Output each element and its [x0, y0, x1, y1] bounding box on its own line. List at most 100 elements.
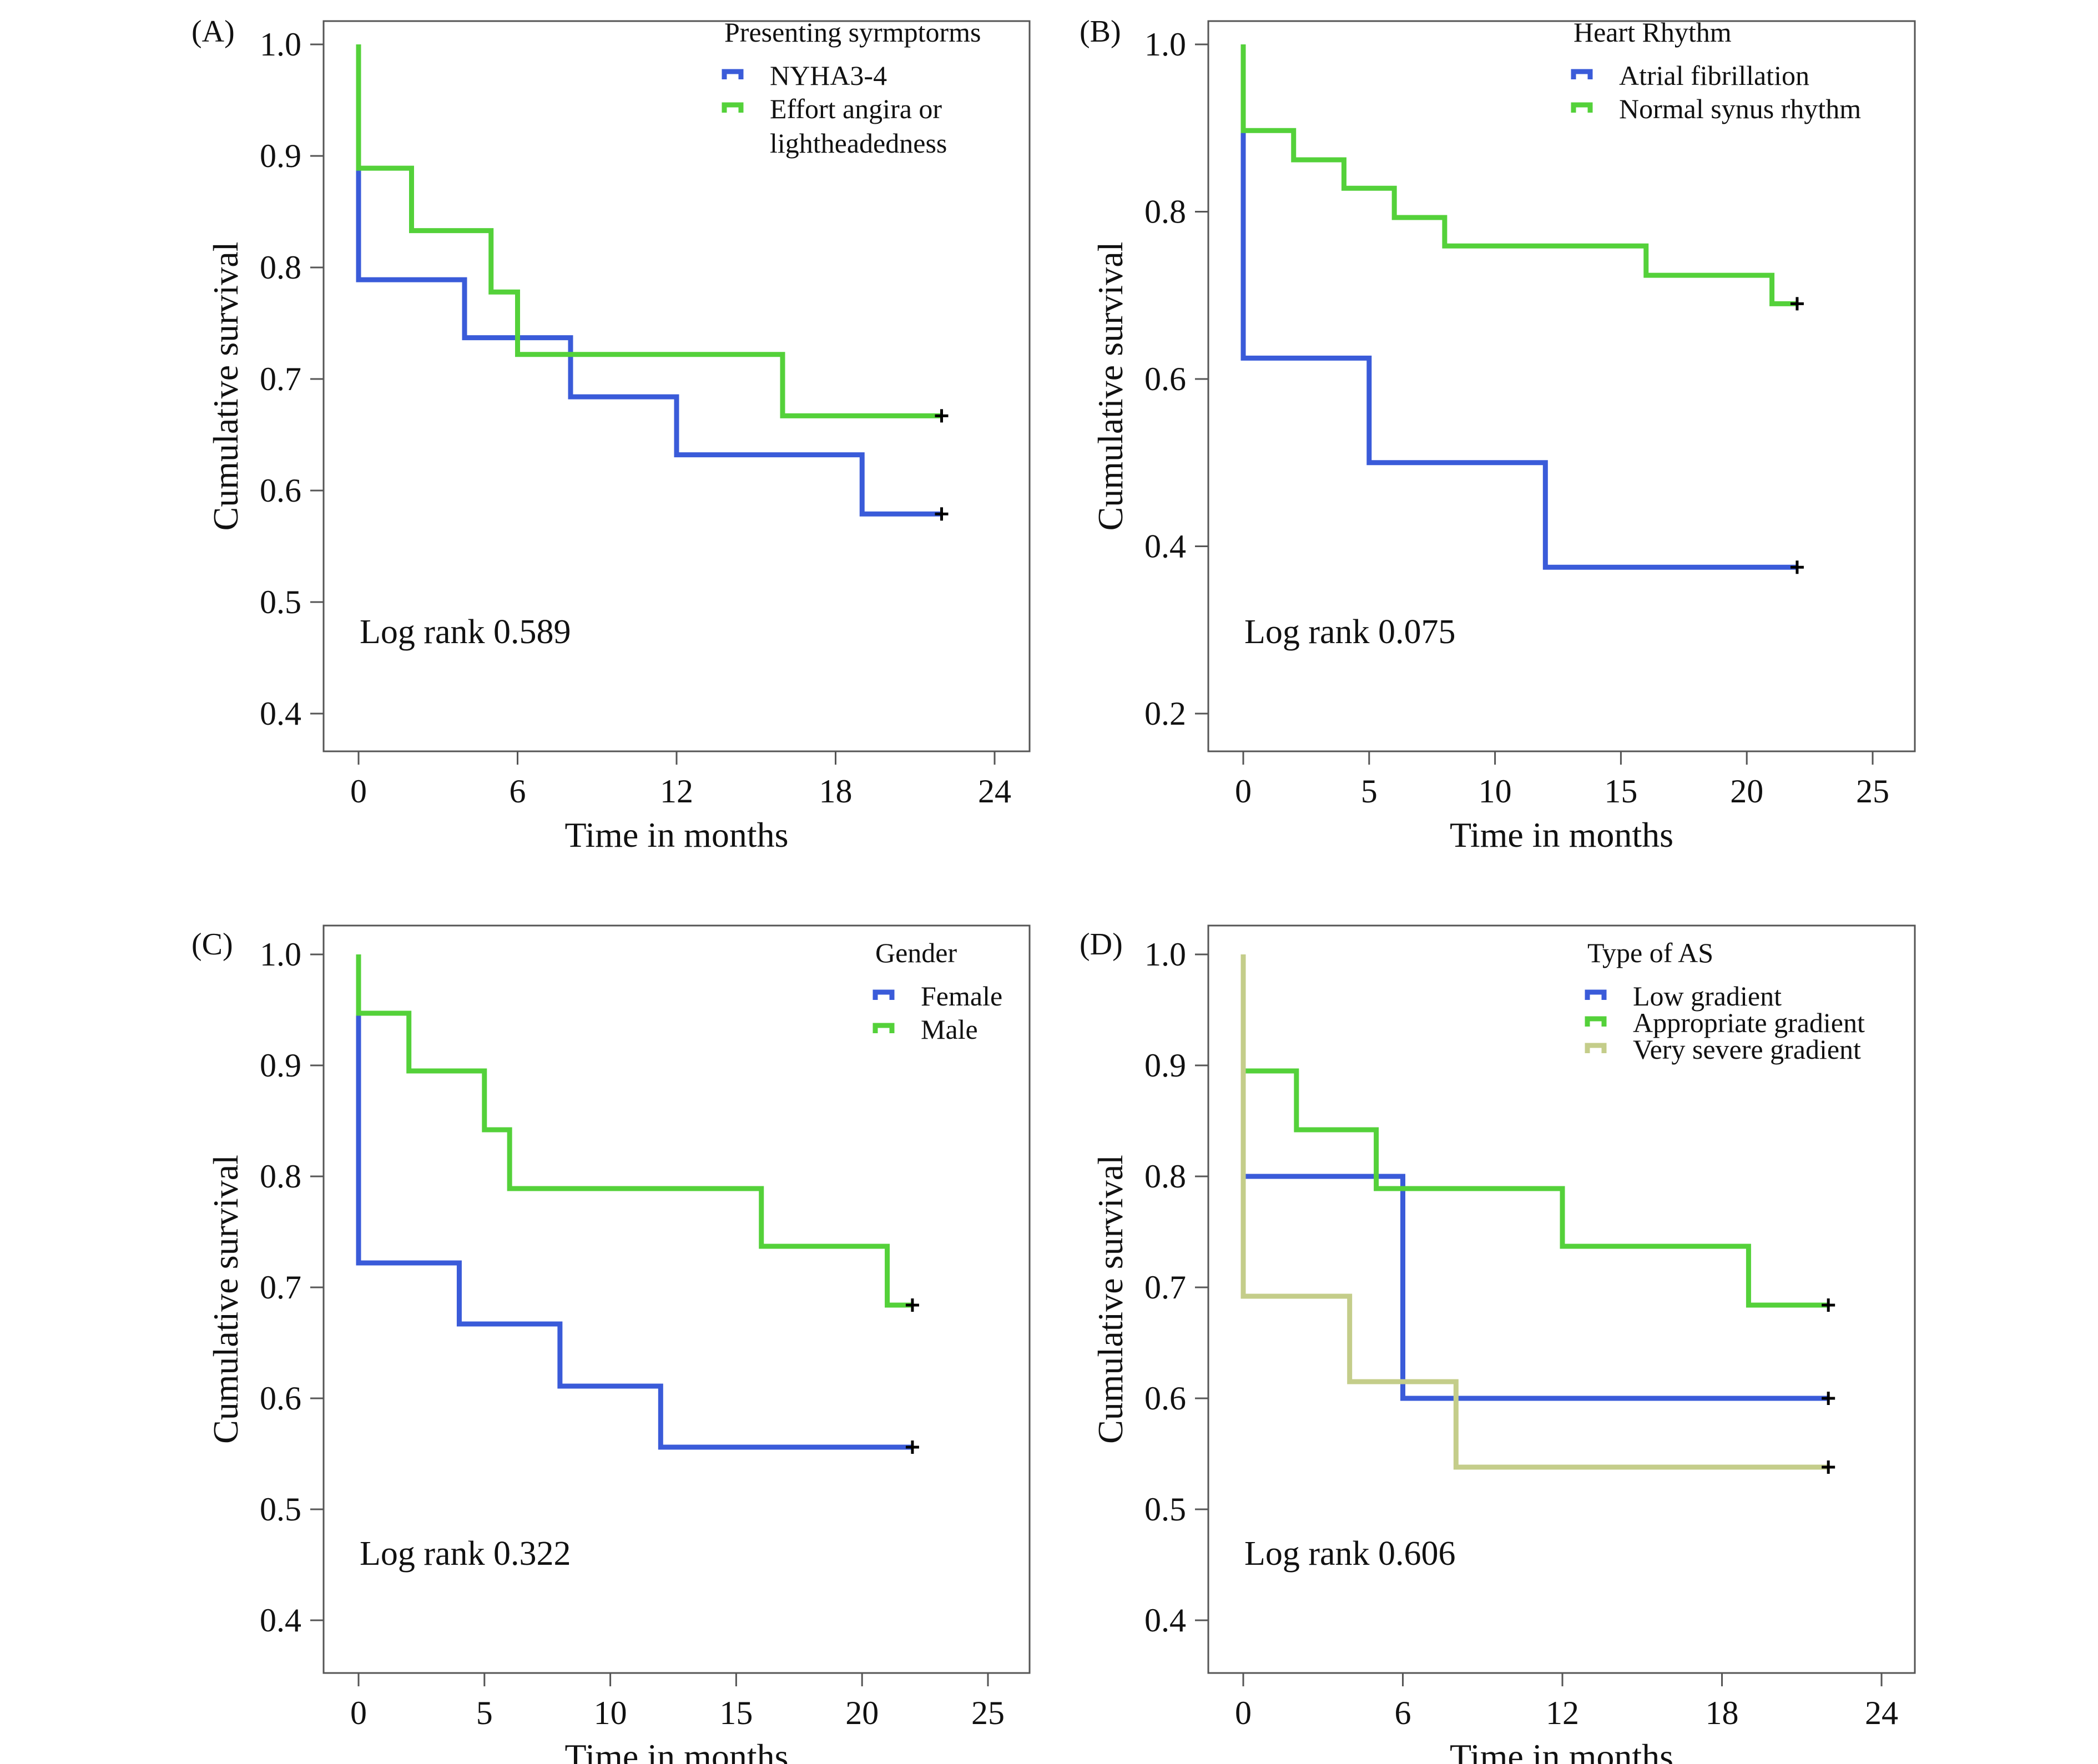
y-tick-label: 0.5 — [260, 1491, 301, 1528]
legend-label-line: lightheadedness — [770, 128, 947, 159]
legend-label: Appropriate gradient — [1633, 1007, 1865, 1038]
y-axis-label: Cumulative survival — [206, 242, 245, 531]
censor-mark — [935, 409, 949, 423]
x-axis-label: Time in months — [564, 815, 788, 855]
y-axis-label: Cumulative survival — [1091, 1155, 1130, 1444]
y-tick-label: 0.8 — [1144, 1158, 1186, 1195]
y-tick-label: 0.6 — [1144, 1380, 1186, 1417]
y-tick-label: 0.6 — [1144, 361, 1186, 397]
x-tick-label: 10 — [1479, 773, 1512, 810]
series-line-0 — [356, 44, 942, 517]
legend-label: Male — [921, 1014, 978, 1045]
legend-label: Effort angira or lightheadedness — [770, 93, 947, 159]
y-tick-label: 1.0 — [1144, 936, 1186, 973]
legend-swatch — [1585, 1043, 1607, 1053]
censor-mark — [905, 1298, 919, 1312]
plot-frame — [322, 924, 1031, 1674]
censor-mark — [935, 507, 949, 521]
y-tick-label: 0.9 — [260, 1047, 301, 1084]
x-tick-label: 0 — [350, 773, 367, 810]
y-tick-label: 0.4 — [260, 1602, 301, 1639]
y-tick-label: 0.7 — [260, 361, 301, 397]
x-tick-label: 15 — [719, 1695, 753, 1731]
plot-frame — [1207, 20, 1916, 752]
legend-swatch — [873, 989, 895, 1000]
censor-mark — [905, 1440, 919, 1454]
x-tick-label: 18 — [1706, 1695, 1739, 1731]
x-tick-label: 6 — [510, 773, 526, 810]
y-tick-label: 0.4 — [1144, 1602, 1186, 1639]
chart-panel-a: (A) 0.4 0.5 0.6 0.7 0.8 0.9 1.0 0 6 12 18 24 Time in … — [191, 14, 1031, 855]
x-tick-label: 15 — [1604, 773, 1637, 810]
censor-mark — [1790, 560, 1804, 574]
x-tick-label: 25 — [971, 1695, 1005, 1731]
x-tick-label: 25 — [1856, 773, 1889, 810]
y-tick-label: 0.8 — [1144, 194, 1186, 230]
y-tick-label: 0.8 — [260, 249, 301, 286]
series-line-2 — [1240, 954, 1829, 1470]
legend-label-line: Effort angira or — [770, 93, 942, 124]
legend-label: NYHA3-4 — [770, 60, 887, 91]
y-tick-label: 1.0 — [1144, 26, 1186, 63]
chart-panel-c: (C) 0.4 0.5 0.6 0.7 0.8 0.9 1.0 0 5 10 15 20 25 Time i… — [191, 924, 1031, 1764]
panel-label: (B) — [1080, 14, 1121, 49]
y-tick-label: 0.2 — [1144, 695, 1186, 732]
x-tick-label: 0 — [1235, 773, 1252, 810]
legend-label: Very severe gradient — [1633, 1034, 1861, 1065]
y-tick-label: 0.4 — [260, 695, 301, 732]
y-tick-label: 0.5 — [260, 584, 301, 620]
x-tick-label: 10 — [594, 1695, 627, 1731]
legend-swatch — [722, 69, 744, 79]
x-tick-label: 0 — [350, 1695, 367, 1731]
log-rank-annotation: Log rank 0.075 — [1244, 613, 1456, 651]
y-tick-label: 0.5 — [1144, 1491, 1186, 1528]
x-tick-label: 18 — [819, 773, 853, 810]
x-axis-label: Time in months — [1450, 1737, 1673, 1764]
legend-swatch — [1571, 69, 1593, 79]
chart-panel-b: (B) 0.2 0.4 0.6 0.8 1.0 0 5 10 15 20 25 Time in mont… — [1080, 14, 1916, 855]
y-tick-label: 0.8 — [260, 1158, 301, 1195]
x-tick-label: 24 — [1865, 1695, 1898, 1731]
log-rank-annotation: Log rank 0.589 — [360, 613, 571, 651]
y-tick-label: 0.9 — [1144, 1047, 1186, 1084]
legend-label: Female — [921, 980, 1002, 1012]
y-tick-label: 0.6 — [260, 472, 301, 509]
legend-label: Normal synus rhythm — [1619, 93, 1861, 124]
panel-label: (C) — [191, 927, 233, 962]
x-axis-label: Time in months — [1450, 815, 1673, 855]
legend-title: Type of AS — [1587, 937, 1713, 968]
censor-mark — [1790, 297, 1804, 311]
y-tick-label: 1.0 — [260, 26, 301, 63]
legend-swatch — [1571, 102, 1593, 113]
x-tick-label: 24 — [978, 773, 1011, 810]
series-line-0 — [356, 954, 912, 1450]
legend-title: Gender — [875, 937, 957, 968]
x-tick-label: 12 — [660, 773, 693, 810]
series-line-1 — [356, 44, 942, 418]
censor-mark — [1822, 1298, 1835, 1312]
x-tick-label: 5 — [476, 1695, 493, 1731]
y-tick-label: 0.6 — [260, 1380, 301, 1417]
series-line-0 — [1240, 44, 1797, 570]
legend-swatch — [722, 102, 744, 113]
y-tick-label: 1.0 — [260, 936, 301, 973]
legend-swatch — [1585, 1016, 1607, 1027]
legend-title: Presenting syrmptorms — [724, 17, 981, 48]
censor-mark — [1822, 1460, 1835, 1474]
legend-label: Low gradient — [1633, 980, 1782, 1012]
panel-label: (D) — [1080, 927, 1123, 962]
y-tick-label: 0.4 — [1144, 528, 1186, 565]
y-tick-label: 0.7 — [260, 1269, 301, 1306]
series-line-1 — [1240, 44, 1797, 306]
log-rank-annotation: Log rank 0.322 — [360, 1535, 571, 1573]
series-line-1 — [356, 954, 912, 1308]
x-tick-label: 20 — [845, 1695, 879, 1731]
y-axis-label: Cumulative survival — [1091, 242, 1130, 531]
legend-label: Atrial fibrillation — [1619, 60, 1809, 91]
x-tick-label: 0 — [1235, 1695, 1252, 1731]
legend-swatch — [1585, 989, 1607, 1000]
chart-panel-d: (D) 0.4 0.5 0.6 0.7 0.8 0.9 1.0 0 6 12 18 24 Time in … — [1080, 924, 1916, 1764]
x-tick-label: 6 — [1395, 1695, 1411, 1731]
panel-label: (A) — [191, 14, 235, 49]
legend-swatch — [873, 1023, 895, 1033]
